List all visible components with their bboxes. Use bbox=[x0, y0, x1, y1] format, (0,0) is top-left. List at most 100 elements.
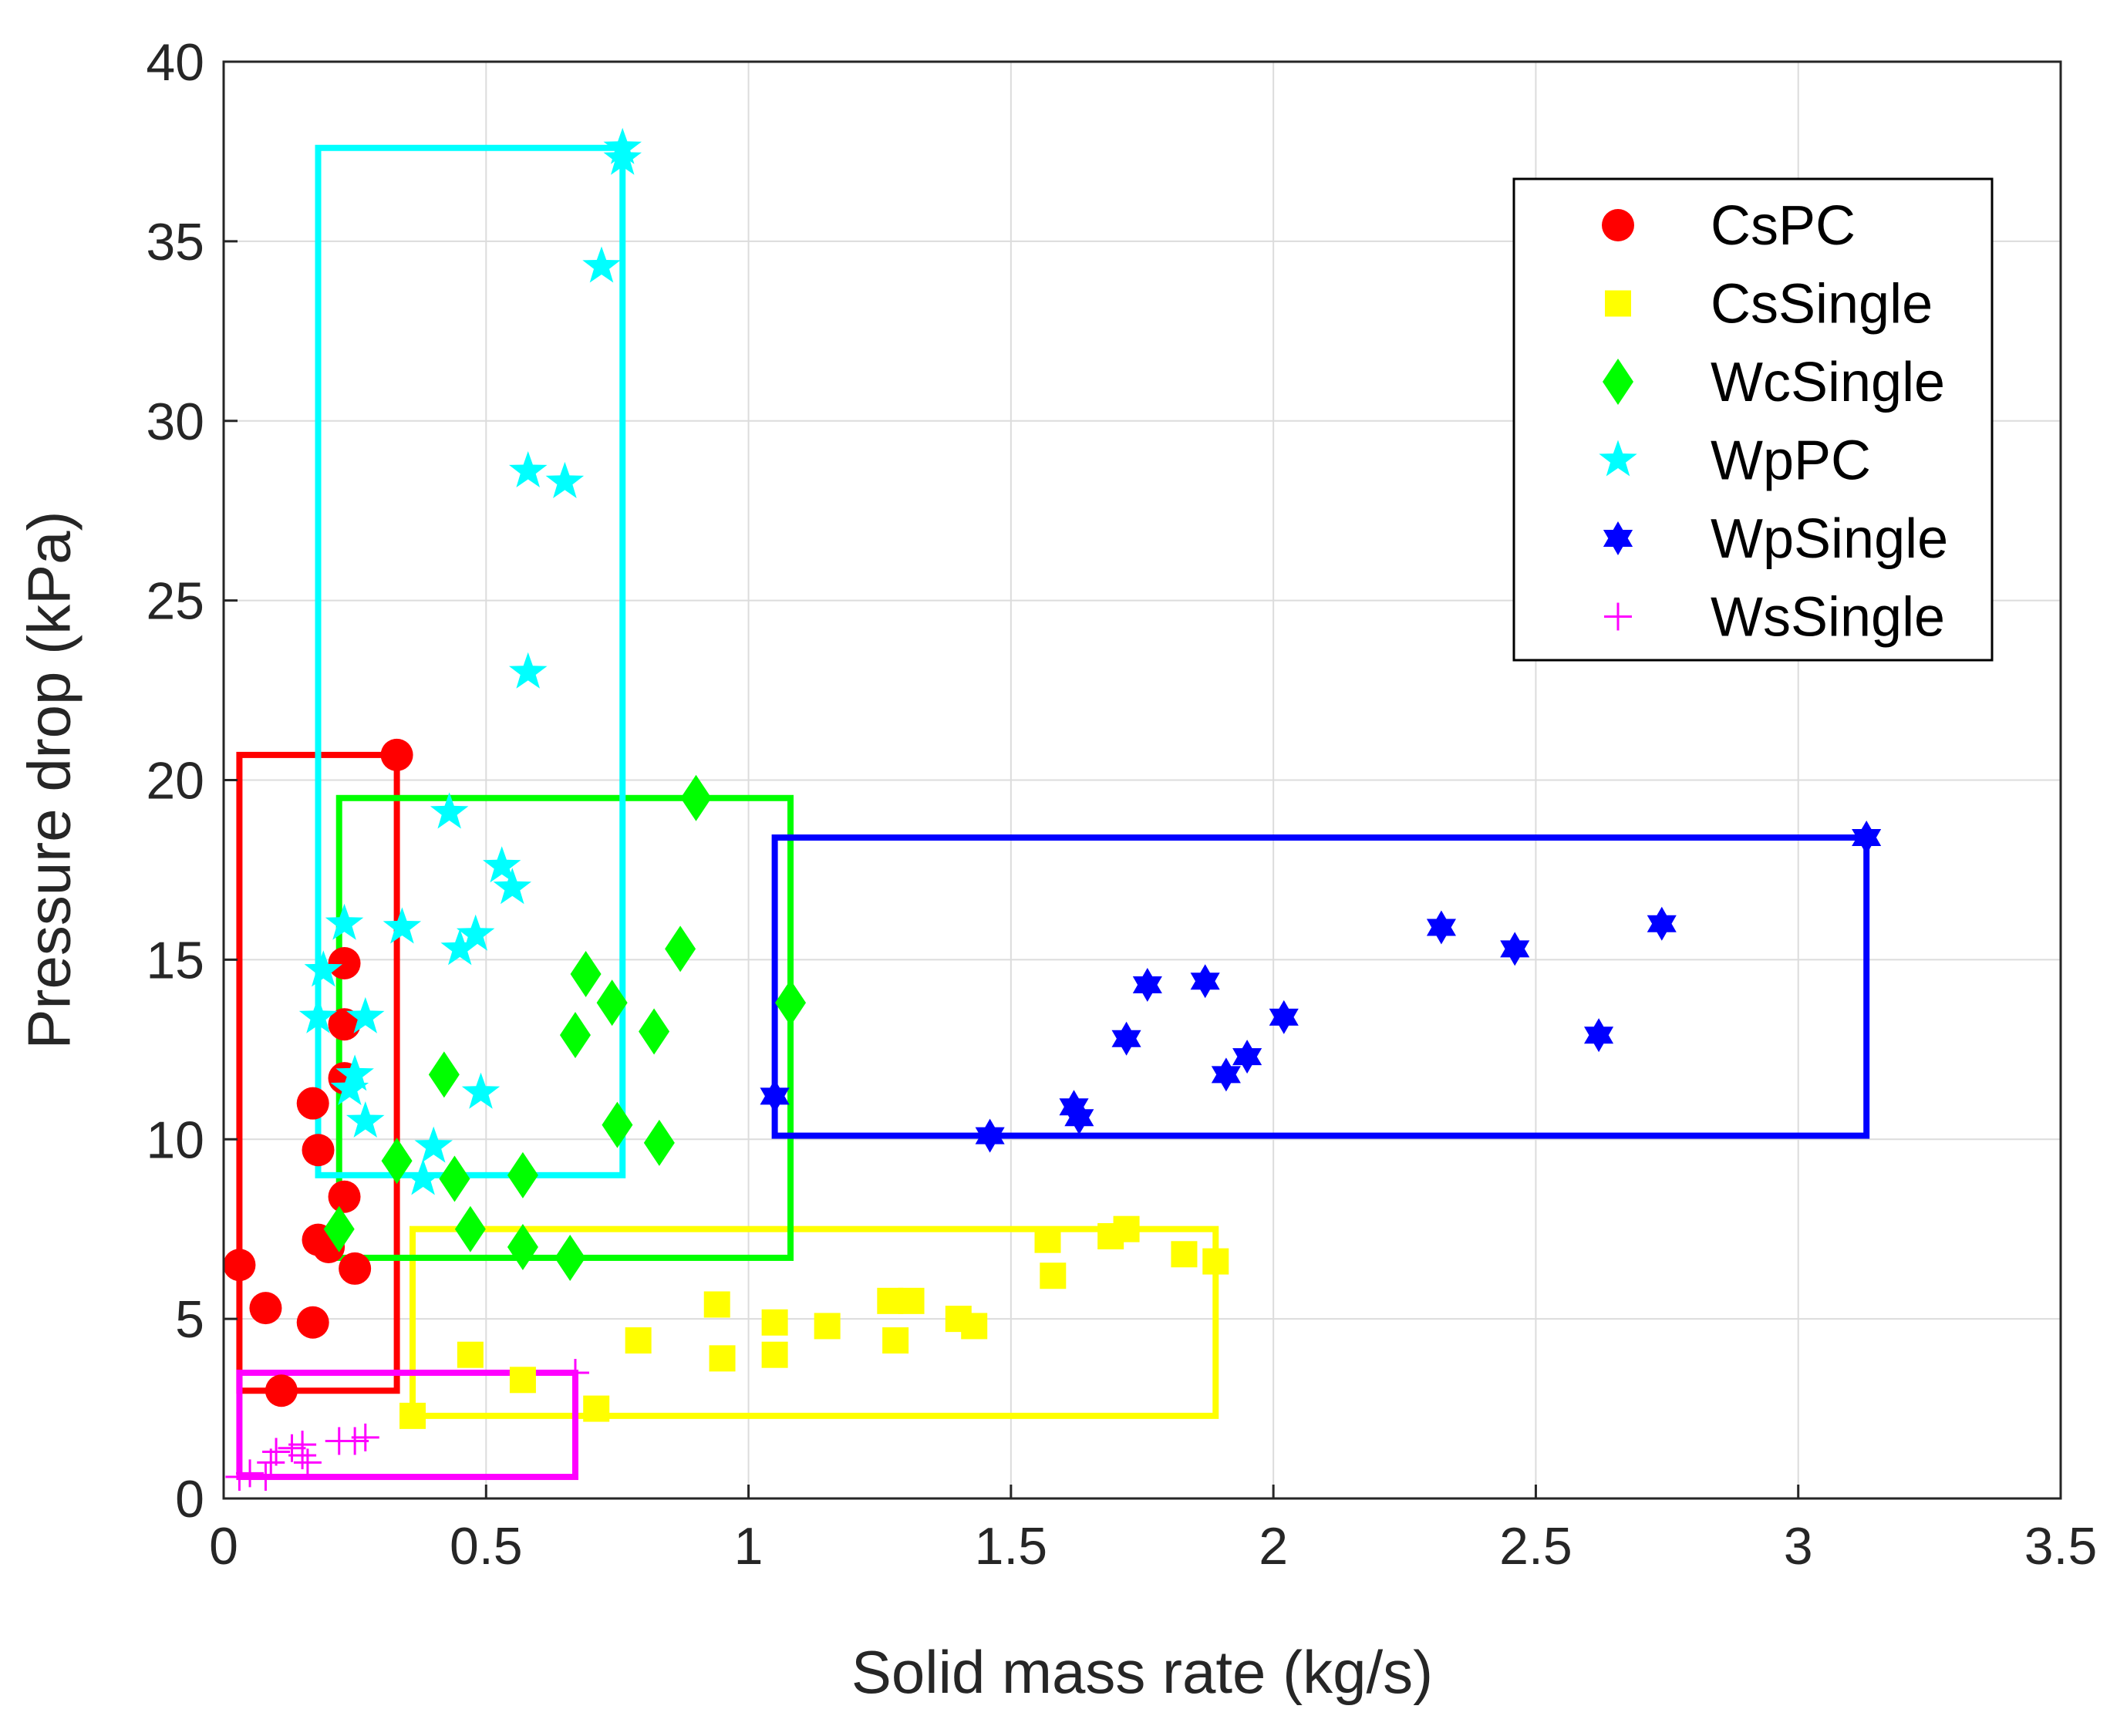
legend-entry-wpsingle: WpSingle bbox=[1603, 508, 1948, 570]
data-point bbox=[302, 1134, 335, 1167]
data-point bbox=[225, 1463, 254, 1492]
data-point bbox=[328, 1180, 361, 1213]
data-point bbox=[1190, 964, 1220, 999]
data-point bbox=[509, 451, 548, 487]
data-point bbox=[328, 1008, 361, 1041]
data-point bbox=[346, 996, 385, 1033]
series-wppc bbox=[298, 127, 642, 1195]
legend-label: WpPC bbox=[1711, 430, 1871, 492]
data-point bbox=[643, 1119, 675, 1166]
data-point bbox=[1852, 821, 1882, 855]
data-point bbox=[882, 1327, 909, 1354]
data-point bbox=[456, 914, 495, 951]
data-point bbox=[380, 738, 413, 771]
data-point bbox=[440, 929, 479, 966]
range-box-wpsingle bbox=[771, 834, 1870, 1139]
data-point bbox=[461, 1072, 501, 1109]
legend-marker bbox=[1604, 602, 1632, 631]
data-point bbox=[961, 1313, 988, 1340]
legend-entry-wppc: WpPC bbox=[1599, 430, 1871, 492]
data-point bbox=[680, 774, 712, 821]
y-axis-label: Pressure drop (kPa) bbox=[15, 511, 83, 1050]
data-point bbox=[381, 1138, 413, 1185]
data-point bbox=[328, 947, 361, 980]
data-point bbox=[1132, 968, 1162, 1002]
legend-marker bbox=[1605, 290, 1631, 317]
range-box-cssingle bbox=[410, 1225, 1219, 1419]
data-point bbox=[703, 1291, 730, 1318]
data-point bbox=[507, 1223, 538, 1270]
data-point bbox=[1584, 1018, 1614, 1053]
point-layer bbox=[223, 127, 1882, 1492]
data-point bbox=[298, 996, 338, 1033]
data-point bbox=[639, 1008, 670, 1055]
data-point bbox=[602, 1101, 633, 1148]
data-point bbox=[335, 1054, 374, 1091]
data-point bbox=[1500, 932, 1530, 966]
legend-marker bbox=[1603, 359, 1633, 405]
data-point bbox=[582, 246, 621, 283]
data-point bbox=[775, 979, 807, 1026]
legend-entry-cssingle: CsSingle bbox=[1605, 274, 1933, 335]
data-point bbox=[454, 1205, 486, 1252]
data-point bbox=[346, 1101, 385, 1138]
data-point bbox=[561, 1358, 589, 1387]
data-point bbox=[296, 1306, 329, 1339]
y-tick-label: 40 bbox=[146, 33, 204, 92]
data-point bbox=[403, 1158, 443, 1195]
data-point bbox=[761, 1309, 788, 1336]
data-point bbox=[304, 950, 342, 987]
series-cspc bbox=[223, 738, 413, 1407]
y-tick-label: 15 bbox=[146, 931, 204, 989]
y-tick-label: 0 bbox=[175, 1470, 204, 1529]
data-point bbox=[341, 1427, 369, 1455]
data-point bbox=[457, 1341, 484, 1368]
data-point bbox=[383, 907, 422, 944]
y-tick-label: 10 bbox=[146, 1111, 204, 1169]
box-layer bbox=[236, 144, 1870, 1481]
y-tick-label: 25 bbox=[146, 572, 204, 631]
range-box-wssingle bbox=[236, 1369, 578, 1481]
data-point bbox=[596, 979, 628, 1026]
data-point bbox=[1269, 999, 1299, 1034]
data-point bbox=[293, 1448, 322, 1477]
data-point bbox=[583, 1395, 610, 1422]
x-axis-label: Solid mass rate (kg/s) bbox=[851, 1638, 1433, 1706]
data-point bbox=[251, 1463, 280, 1492]
data-point bbox=[1232, 1040, 1262, 1074]
data-point bbox=[288, 1431, 317, 1459]
data-point bbox=[555, 1234, 586, 1281]
series-cssingle bbox=[399, 1215, 1229, 1429]
series-wssingle bbox=[225, 1358, 589, 1492]
data-point bbox=[709, 1345, 736, 1372]
data-point bbox=[761, 1341, 788, 1368]
data-point bbox=[493, 868, 531, 905]
data-point bbox=[339, 1252, 372, 1285]
data-point bbox=[257, 1448, 285, 1477]
x-tick-label: 3 bbox=[1784, 1517, 1813, 1576]
data-point bbox=[439, 1155, 470, 1202]
data-point bbox=[509, 652, 548, 689]
x-tick-label: 1 bbox=[734, 1517, 763, 1576]
data-point bbox=[1064, 1101, 1094, 1135]
series-wcsingle bbox=[323, 774, 807, 1281]
data-point bbox=[1426, 910, 1456, 945]
data-point bbox=[249, 1292, 282, 1325]
data-point bbox=[323, 1205, 355, 1252]
x-tick-label: 3.5 bbox=[2024, 1517, 2098, 1576]
legend-marker bbox=[1599, 440, 1637, 477]
data-point bbox=[1647, 906, 1677, 941]
data-point bbox=[262, 1438, 291, 1466]
data-point bbox=[545, 461, 585, 498]
legend-label: WsSingle bbox=[1711, 587, 1945, 649]
x-tick-label: 2 bbox=[1259, 1517, 1288, 1576]
data-point bbox=[898, 1287, 925, 1314]
y-tick-label: 5 bbox=[175, 1290, 204, 1349]
data-point bbox=[665, 925, 696, 972]
x-tick-label: 0.5 bbox=[450, 1517, 523, 1576]
data-point bbox=[236, 1459, 265, 1488]
data-point bbox=[509, 1367, 536, 1394]
data-point bbox=[603, 138, 642, 175]
legend-label: WpSingle bbox=[1711, 508, 1948, 570]
